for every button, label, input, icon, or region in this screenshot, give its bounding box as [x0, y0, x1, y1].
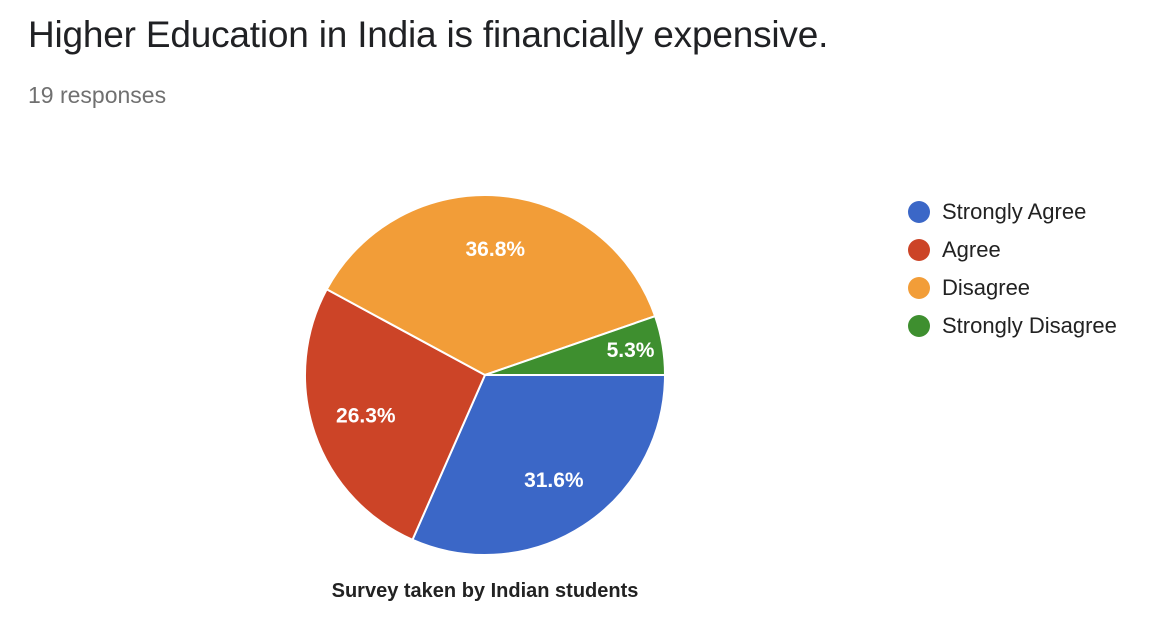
question-title: Higher Education in India is financially… — [28, 14, 829, 55]
chart-legend: Strongly Agree Agree Disagree Strongly Disa… — [908, 193, 1117, 345]
response-count: 19 responses — [28, 82, 167, 108]
pie-slice-strongly-agree[interactable] — [411, 374, 667, 556]
legend-item: Agree — [908, 231, 1117, 269]
pie-data-label: 26.3% — [336, 404, 396, 427]
legend-item: Strongly Agree — [908, 193, 1117, 231]
pie-data-label: 5.3% — [607, 339, 655, 362]
legend-item: Strongly Disagree — [908, 307, 1117, 345]
legend-swatch — [908, 239, 930, 261]
pie-slice-agree[interactable] — [304, 287, 487, 542]
pie-slice-strongly-disagree[interactable] — [484, 314, 667, 376]
legend-swatch — [908, 315, 930, 337]
pie-data-label: 36.8% — [466, 238, 526, 261]
legend-label: Disagree — [942, 275, 1031, 300]
chart-caption: Survey taken by Indian students — [331, 580, 639, 602]
legend-label: Strongly Agree — [942, 199, 1087, 224]
legend-label: Agree — [942, 237, 1001, 262]
legend-swatch — [908, 201, 930, 223]
legend-label: Strongly Disagree — [942, 313, 1117, 338]
pie-slice-disagree[interactable] — [325, 194, 657, 377]
pie-data-label: 31.6% — [524, 469, 584, 492]
legend-item: Disagree — [908, 269, 1117, 307]
legend-swatch — [908, 277, 930, 299]
